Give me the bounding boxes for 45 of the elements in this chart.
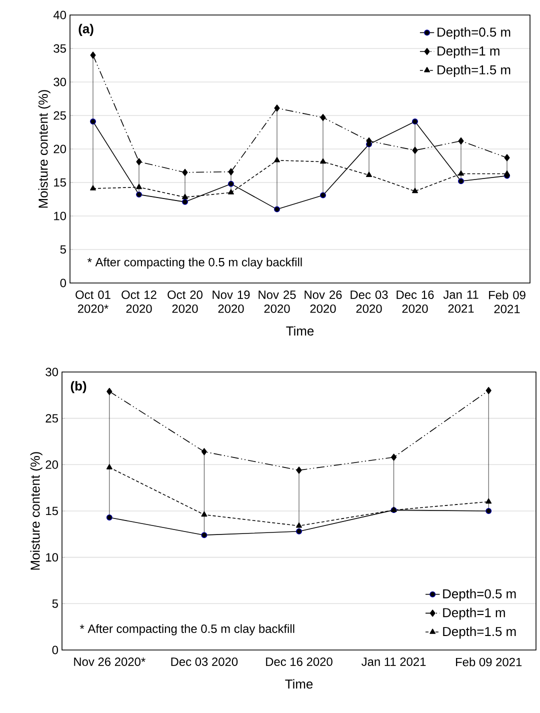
x-tick-label: Dec 16 2020 (266, 658, 332, 666)
y-tick-label: 35 (54, 44, 66, 53)
y-tick-label: 10 (54, 212, 66, 220)
x-axis-title: Time (285, 679, 313, 689)
x-tick-label: Nov 26 2020* (74, 658, 146, 666)
legend-label: Depth=1.5 m (438, 64, 510, 77)
y-tick-label: 40 (53, 10, 66, 20)
y-tick-label: 20 (46, 460, 58, 469)
x-axis-title: Time (286, 326, 314, 336)
annotation: * After compacting the 0.5 m clay backfill (88, 258, 302, 269)
x-tick-label: Oct 20 2020 (168, 290, 202, 313)
x-tick-label: Oct 12 2020 (122, 290, 156, 313)
y-tick-label: 5 (52, 599, 58, 608)
x-tick-label: Oct 01 2020* (76, 290, 110, 313)
annotation: (a) (78, 24, 94, 36)
annotation: * After compacting the 0.5 m clay backfill (80, 624, 294, 636)
x-tick-label: Nov 19 2020 (212, 290, 250, 313)
annotation: (b) (70, 381, 86, 394)
x-tick-label: Dec 16 2020 (396, 290, 434, 313)
legend-label: Depth=0.5 m (438, 27, 510, 40)
x-tick-label: Nov 26 2020 (304, 290, 342, 313)
y-tick-label: 0 (52, 646, 58, 654)
y-tick-label: 30 (46, 368, 58, 376)
legend-label: Depth=1 m (438, 46, 500, 58)
legend-label: Depth=1.5 m (443, 626, 516, 639)
legend-label: Depth=1 m (443, 608, 505, 620)
y-tick-label: 15 (46, 506, 58, 516)
x-tick-label: Nov 25 2020 (258, 290, 296, 313)
y-tick-label: 25 (54, 111, 66, 120)
y-tick-label: 10 (46, 553, 58, 562)
y-tick-label: 15 (54, 178, 66, 187)
x-tick-label: Jan 11 2021 (362, 658, 426, 666)
y-axis-title: Moisture content (%) (30, 452, 42, 570)
y-tick-label: 30 (54, 78, 66, 86)
y-axis-title: Moisture content (%) (38, 90, 50, 208)
y-tick-label: 25 (46, 414, 58, 423)
y-tick-label: 5 (60, 245, 66, 254)
x-tick-label: Dec 03 2020 (171, 658, 238, 666)
y-tick-label: 0 (60, 278, 66, 288)
legend-label: Depth=0.5 m (443, 588, 516, 601)
x-tick-label: Feb 09 2021 (489, 290, 526, 314)
x-tick-label: Feb 09 2021 (456, 658, 522, 666)
x-tick-label: Dec 03 2020 (350, 290, 388, 313)
x-tick-label: Jan 11 2021 (443, 290, 478, 313)
y-tick-label: 20 (54, 144, 66, 154)
